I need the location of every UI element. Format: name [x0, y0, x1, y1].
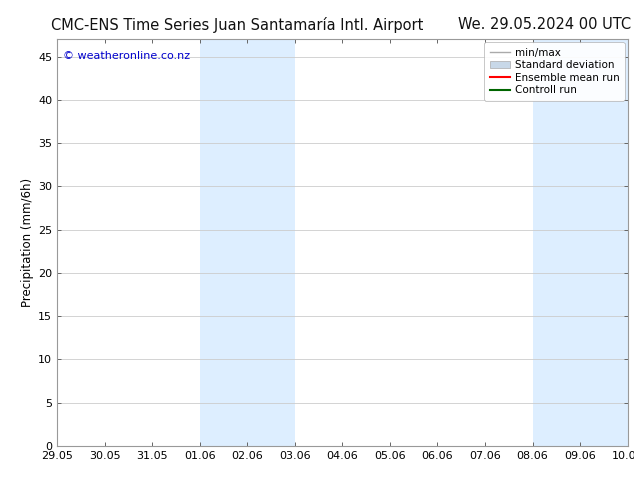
Bar: [200, 39, 295, 446]
Text: We. 29.05.2024 00 UTC: We. 29.05.2024 00 UTC: [458, 17, 631, 32]
Legend: min/max, Standard deviation, Ensemble mean run, Controll run: min/max, Standard deviation, Ensemble me…: [484, 42, 624, 100]
Text: CMC-ENS Time Series Juan Santamaría Intl. Airport: CMC-ENS Time Series Juan Santamaría Intl…: [51, 17, 423, 33]
Text: © weatheronline.co.nz: © weatheronline.co.nz: [63, 51, 190, 61]
Bar: [533, 39, 628, 446]
Y-axis label: Precipitation (mm/6h): Precipitation (mm/6h): [21, 178, 34, 307]
